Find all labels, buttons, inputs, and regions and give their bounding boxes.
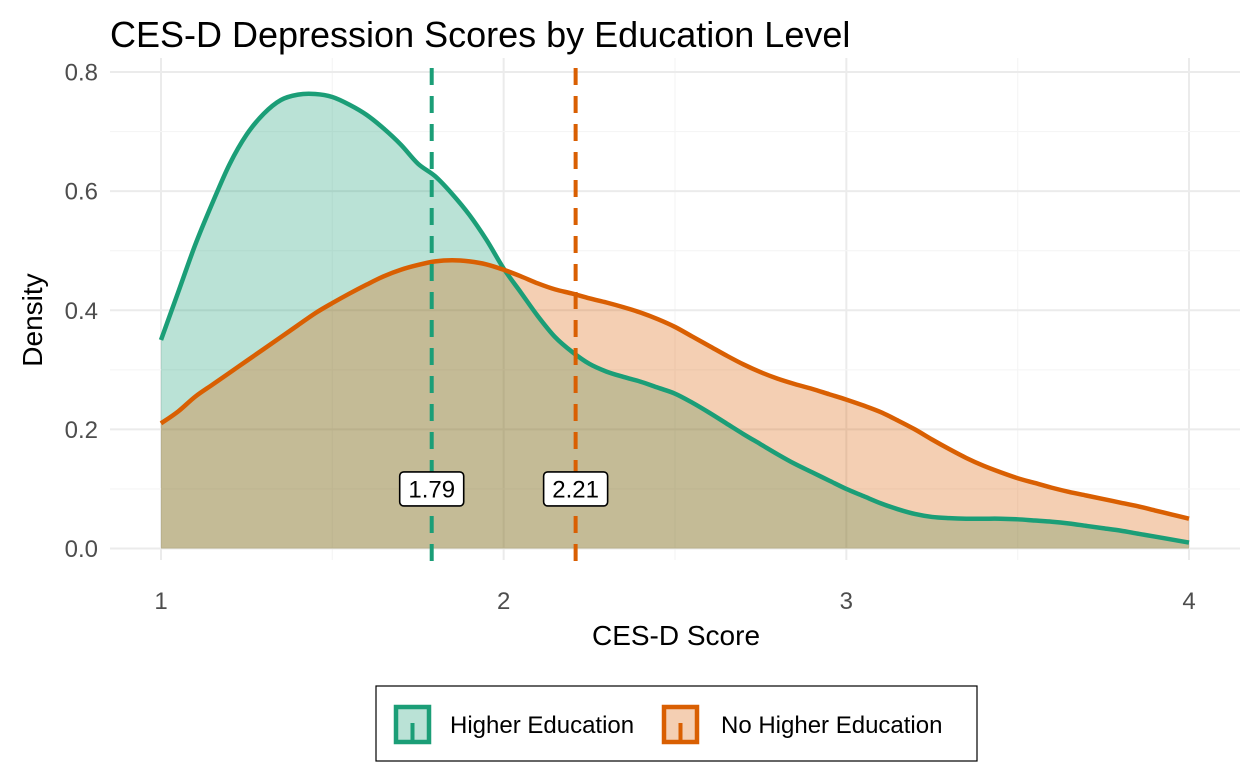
x-tick-label: 4 — [1182, 588, 1195, 615]
mean-label-text: 2.21 — [552, 476, 599, 503]
y-tick-label: 0.2 — [65, 417, 98, 444]
y-tick-label: 0.6 — [65, 179, 98, 206]
y-tick-label: 0.0 — [65, 536, 98, 563]
mean-label-series-0: 1.79 — [398, 471, 465, 507]
x-tick-label: 3 — [840, 588, 853, 615]
legend-label: Higher Education — [450, 712, 634, 739]
mean-label-text: 1.79 — [408, 476, 455, 503]
chart-title: CES-D Depression Scores by Education Lev… — [110, 14, 850, 55]
x-tick-labels: 1 2 3 4 — [154, 588, 1195, 615]
legend-label: No Higher Education — [721, 712, 942, 739]
y-tick-labels: 0.0 0.2 0.4 0.6 0.8 — [65, 60, 98, 564]
mean-labels: 1.79 2.21 — [398, 471, 609, 507]
legend-item-series-1: No Higher Education — [661, 704, 942, 745]
mean-label-series-1: 2.21 — [542, 471, 609, 507]
x-tick-label: 1 — [154, 588, 167, 615]
legend-box — [375, 685, 978, 762]
y-tick-label: 0.8 — [65, 60, 98, 87]
legend-item-series-0: Higher Education — [393, 704, 634, 745]
grid-lines — [110, 58, 1240, 560]
density-area-series-0 — [161, 93, 1189, 549]
legend: Higher Education No Higher Education — [375, 685, 978, 762]
mean-label-box — [542, 471, 609, 507]
mean-label-box — [398, 471, 465, 507]
x-tick-label: 2 — [497, 588, 510, 615]
x-axis-title: CES-D Score — [592, 620, 760, 651]
density-line-series-1 — [159, 257, 1190, 521]
y-tick-label: 0.4 — [65, 298, 98, 325]
density-lines — [158, 91, 1190, 545]
y-axis-title: Density — [17, 273, 48, 366]
density-line-series-0 — [158, 91, 1190, 545]
